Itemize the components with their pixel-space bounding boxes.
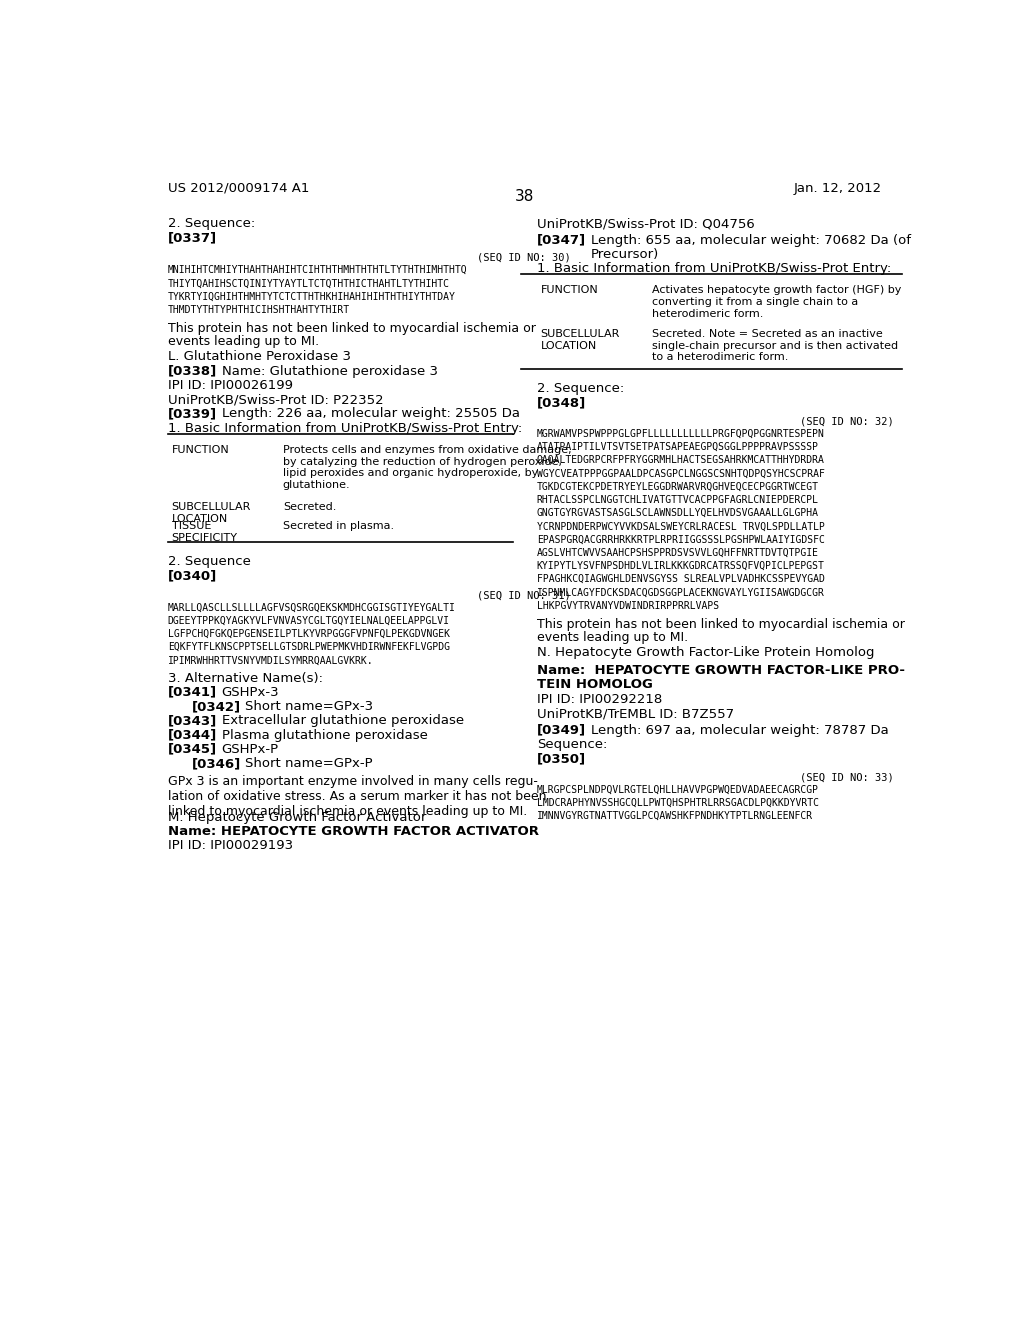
Text: Name:  HEPATOCYTE GROWTH FACTOR-LIKE PRO-: Name: HEPATOCYTE GROWTH FACTOR-LIKE PRO- (537, 664, 905, 677)
Text: Secreted.: Secreted. (283, 502, 336, 512)
Text: This protein has not been linked to myocardial ischemia or: This protein has not been linked to myoc… (537, 618, 904, 631)
Text: Plasma glutathione peroxidase: Plasma glutathione peroxidase (221, 729, 427, 742)
Text: [0340]: [0340] (168, 569, 217, 582)
Text: (SEQ ID NO: 32): (SEQ ID NO: 32) (800, 417, 894, 426)
Text: GPx 3 is an important enzyme involved in many cells regu-
lation of oxidative st: GPx 3 is an important enzyme involved in… (168, 775, 546, 818)
Text: TGKDCGTEKCPDETRYEYLEGGDRWARVRQGHVEQCECPGGRTWCEGT: TGKDCGTEKCPDETRYEYLEGGDRWARVRQGHVEQCECPG… (537, 482, 819, 491)
Text: FPAGHKCQIAGWGHLDENVSGYSS SLREALVPLVADHKCSSPEVYGAD: FPAGHKCQIAGWGHLDENVSGYSS SLREALVPLVADHKC… (537, 574, 824, 585)
Text: AGSLVHTCWVVSAAHCPSHSPPRDSVSVVLGQHFFNRTTDVTQTPGIE: AGSLVHTCWVVSAAHCPSHSPPRDSVSVVLGQHFFNRTTD… (537, 548, 819, 557)
Text: Short name=GPx-P: Short name=GPx-P (246, 758, 373, 770)
Text: UniProtKB/TrEMBL ID: B7Z557: UniProtKB/TrEMBL ID: B7Z557 (537, 708, 734, 721)
Text: GSHPx-3: GSHPx-3 (221, 686, 280, 698)
Text: N. Hepatocyte Growth Factor-Like Protein Homolog: N. Hepatocyte Growth Factor-Like Protein… (537, 647, 874, 659)
Text: MARLLQASCLLSLLLLAGFVSQSRGQEKSKMDHCGGISGTIYEYGALTI: MARLLQASCLLSLLLLAGFVSQSRGQEKSKMDHCGGISGT… (168, 602, 456, 612)
Text: ATATPAIPTILVTSVTSETPATSAPEAEGPQSGGLPPPPRAVPSSSSP: ATATPAIPTILVTSVTSETPATSAPEAEGPQSGGLPPPPR… (537, 442, 819, 451)
Text: THIYTQAHIHSCTQINIYTYAYTLTCTQTHTHICTHAHTLTYTHIHTC: THIYTQAHIHSCTQINIYTYAYTLTCTQTHTHICTHAHTL… (168, 279, 450, 288)
Text: [0342]: [0342] (191, 700, 241, 713)
Text: M. Hepatocyte Growth Factor Activator: M. Hepatocyte Growth Factor Activator (168, 810, 426, 824)
Text: WGYCVEATPPPGGPAALDPCASGPCLNGGSCSNHTQDPQSYHCSCPRAF: WGYCVEATPPPGGPAALDPCASGPCLNGGSCSNHTQDPQS… (537, 469, 824, 478)
Text: YCRNPDNDERPWCYVVKDSALSWEYCRLRACESL TRVQLSPDLLATLP: YCRNPDNDERPWCYVVKDSALSWEYCRLRACESL TRVQL… (537, 521, 824, 531)
Text: events leading up to MI.: events leading up to MI. (168, 335, 318, 348)
Text: Length: 226 aa, molecular weight: 25505 Da: Length: 226 aa, molecular weight: 25505 … (221, 408, 519, 420)
Text: UniProtKB/Swiss-Prot ID: P22352: UniProtKB/Swiss-Prot ID: P22352 (168, 393, 383, 407)
Text: EPASPGRQACGRRHRKKRTPLRPRIIGGSSSLPGSHPWLAAIYIGDSFC: EPASPGRQACGRRHRKKRTPLRPRIIGGSSSLPGSHPWLA… (537, 535, 824, 544)
Text: IPI ID: IPI00029193: IPI ID: IPI00029193 (168, 840, 293, 853)
Text: [0339]: [0339] (168, 408, 217, 420)
Text: [0348]: [0348] (537, 396, 586, 409)
Text: DGEEYTPPKQYAGKYVLFVNVASYCGLTGQYIELNALQEELAPPGLVI: DGEEYTPPKQYAGKYVLFVNVASYCGLTGQYIELNALQEE… (168, 615, 450, 626)
Text: [0346]: [0346] (191, 758, 241, 770)
Text: Precursor): Precursor) (591, 248, 658, 261)
Text: GSHPx-P: GSHPx-P (221, 743, 279, 756)
Text: MLRGPCSPLNDPQVLRGTELQHLLHAVVPGPWQEDVADAEECAGRCGP: MLRGPCSPLNDPQVLRGTELQHLLHAVVPGPWQEDVADAE… (537, 784, 819, 795)
Text: Length: 697 aa, molecular weight: 78787 Da: Length: 697 aa, molecular weight: 78787 … (591, 723, 889, 737)
Text: (SEQ ID NO: 33): (SEQ ID NO: 33) (800, 772, 894, 783)
Text: 1. Basic Information from UniProtKB/Swiss-Prot Entry:: 1. Basic Information from UniProtKB/Swis… (168, 421, 522, 434)
Text: [0338]: [0338] (168, 364, 217, 378)
Text: MGRWAMVPSPWPPPGLGPFLLLLLLLLLLLPRGFQPQPGGNRTESPEPN: MGRWAMVPSPWPPPGLGPFLLLLLLLLLLLPRGFQPQPGG… (537, 429, 824, 438)
Text: Short name=GPx-3: Short name=GPx-3 (246, 700, 374, 713)
Text: [0343]: [0343] (168, 714, 217, 727)
Text: Protects cells and enzymes from oxidative damage,
by catalyzing the reduction of: Protects cells and enzymes from oxidativ… (283, 445, 571, 490)
Text: [0349]: [0349] (537, 723, 586, 737)
Text: FUNCTION: FUNCTION (541, 285, 598, 296)
Text: LMDCRAPHYNVSSHGCQLLPWTQHSPHTRLRRSGACDLPQKKDYVRTC: LMDCRAPHYNVSSHGCQLLPWTQHSPHTRLRRSGACDLPQ… (537, 797, 819, 808)
Text: [0337]: [0337] (168, 231, 217, 244)
Text: UniProtKB/Swiss-Prot ID: Q04756: UniProtKB/Swiss-Prot ID: Q04756 (537, 218, 755, 231)
Text: FUNCTION: FUNCTION (172, 445, 229, 455)
Text: 2. Sequence:: 2. Sequence: (168, 218, 255, 231)
Text: IPI ID: IPI00026199: IPI ID: IPI00026199 (168, 379, 293, 392)
Text: IMNNVGYRGTNATTVGGLPCQAWSHKFPNDHKYTPTLRNGLEENFCR: IMNNVGYRGTNATTVGGLPCQAWSHKFPNDHKYTPTLRNG… (537, 810, 813, 821)
Text: [0350]: [0350] (537, 752, 586, 766)
Text: US 2012/0009174 A1: US 2012/0009174 A1 (168, 182, 309, 195)
Text: (SEQ ID NO: 30): (SEQ ID NO: 30) (477, 253, 571, 263)
Text: Name: HEPATOCYTE GROWTH FACTOR ACTIVATOR: Name: HEPATOCYTE GROWTH FACTOR ACTIVATOR (168, 825, 539, 838)
Text: 3. Alternative Name(s):: 3. Alternative Name(s): (168, 672, 323, 685)
Text: LHKPGVYTRVANYVDWINDRIRPPRRLVAPS: LHKPGVYTRVANYVDWINDRIRPPRRLVAPS (537, 601, 719, 611)
Text: IPI ID: IPI00292218: IPI ID: IPI00292218 (537, 693, 662, 706)
Text: 2. Sequence:: 2. Sequence: (537, 381, 624, 395)
Text: ISPNMLCAGYFDCKSDACQGDSGGPLACEKNGVAYLYGIISAWGDGCGR: ISPNMLCAGYFDCKSDACQGDSGGPLACEKNGVAYLYGII… (537, 587, 824, 598)
Text: L. Glutathione Peroxidase 3: L. Glutathione Peroxidase 3 (168, 351, 350, 363)
Text: 38: 38 (515, 189, 535, 203)
Text: MNIHIHTCMHIYTHAHTHAHIHTCIHTHTHMHTHTHTLTYTHTHIMHTHTQ: MNIHIHTCMHIYTHAHTHAHIHTCIHTHTHMHTHTHTLTY… (168, 265, 467, 275)
Text: [0344]: [0344] (168, 729, 217, 742)
Text: events leading up to MI.: events leading up to MI. (537, 631, 688, 644)
Text: Secreted. Note = Secreted as an inactive
single-chain precursor and is then acti: Secreted. Note = Secreted as an inactive… (652, 329, 898, 363)
Text: Extracellular glutathione peroxidase: Extracellular glutathione peroxidase (221, 714, 464, 727)
Text: Activates hepatocyte growth factor (HGF) by
converting it from a single chain to: Activates hepatocyte growth factor (HGF)… (652, 285, 901, 318)
Text: Secreted in plasma.: Secreted in plasma. (283, 521, 394, 531)
Text: This protein has not been linked to myocardial ischemia or: This protein has not been linked to myoc… (168, 322, 536, 335)
Text: TEIN HOMOLOG: TEIN HOMOLOG (537, 677, 652, 690)
Text: EQKFYTFLKNSCPPTSELLGTSDRLPWEPMKVHDIRWNFEKFLVGPDG: EQKFYTFLKNSCPPTSELLGTSDRLPWEPMKVHDIRWNFE… (168, 643, 450, 652)
Text: Jan. 12, 2012: Jan. 12, 2012 (794, 182, 882, 195)
Text: QAQALTEDGRPCRFPFRYGGRMHLHACTSEGSAHRKMCATTHHYDRDRA: QAQALTEDGRPCRFPFRYGGRMHLHACTSEGSAHRKMCAT… (537, 455, 824, 465)
Text: TYKRTYIQGHIHTHMHTYTCTCTTHTHKHIHAHIHIHTHTHIYTHTDAY: TYKRTYIQGHIHTHMHTYTCTCTTHTHKHIHAHIHIHTHT… (168, 292, 456, 301)
Text: [0345]: [0345] (168, 743, 217, 756)
Text: LGFPCHQFGKQEPGENSEILPTLKYVRPGGGFVPNFQLPEKGDVNGEK: LGFPCHQFGKQEPGENSEILPTLKYVRPGGGFVPNFQLPE… (168, 630, 450, 639)
Text: RHTACLSSPCLNGGTCHLIVATGTTVCACPPGFAGRLCNIEPDERCPL: RHTACLSSPCLNGGTCHLIVATGTTVCACPPGFAGRLCNI… (537, 495, 819, 504)
Text: [0347]: [0347] (537, 234, 586, 247)
Text: 1. Basic Information from UniProtKB/Swiss-Prot Entry:: 1. Basic Information from UniProtKB/Swis… (537, 263, 891, 275)
Text: SUBCELLULAR
LOCATION: SUBCELLULAR LOCATION (172, 502, 251, 524)
Text: Length: 655 aa, molecular weight: 70682 Da (of: Length: 655 aa, molecular weight: 70682 … (591, 234, 910, 247)
Text: KYIPYTLYSVFNPSDHDLVLIRLKKKGDRCATRSSQFVQPICLPEPGST: KYIPYTLYSVFNPSDHDLVLIRLKKKGDRCATRSSQFVQP… (537, 561, 824, 570)
Text: TISSUE
SPECIFICITY: TISSUE SPECIFICITY (172, 521, 238, 543)
Text: SUBCELLULAR
LOCATION: SUBCELLULAR LOCATION (541, 329, 621, 351)
Text: Name: Glutathione peroxidase 3: Name: Glutathione peroxidase 3 (221, 364, 437, 378)
Text: [0341]: [0341] (168, 686, 217, 698)
Text: THMDTYTHTYPHTHICIHSHTHAHTYTHIRT: THMDTYTHTYPHTHICIHSHTHAHTYTHIRT (168, 305, 350, 314)
Text: GNGTGYRGVASTSASGLSCLAWNSDLLYQELHVDSVGAAALLGLGPHA: GNGTGYRGVASTSASGLSCLAWNSDLLYQELHVDSVGAAA… (537, 508, 819, 517)
Text: Sequence:: Sequence: (537, 738, 607, 751)
Text: 2. Sequence: 2. Sequence (168, 554, 251, 568)
Text: (SEQ ID NO: 31): (SEQ ID NO: 31) (477, 590, 571, 601)
Text: IPIMRWHHRTTVSNYVMDILSYMRRQAALGVKRK.: IPIMRWHHRTTVSNYVMDILSYMRRQAALGVKRK. (168, 656, 374, 665)
